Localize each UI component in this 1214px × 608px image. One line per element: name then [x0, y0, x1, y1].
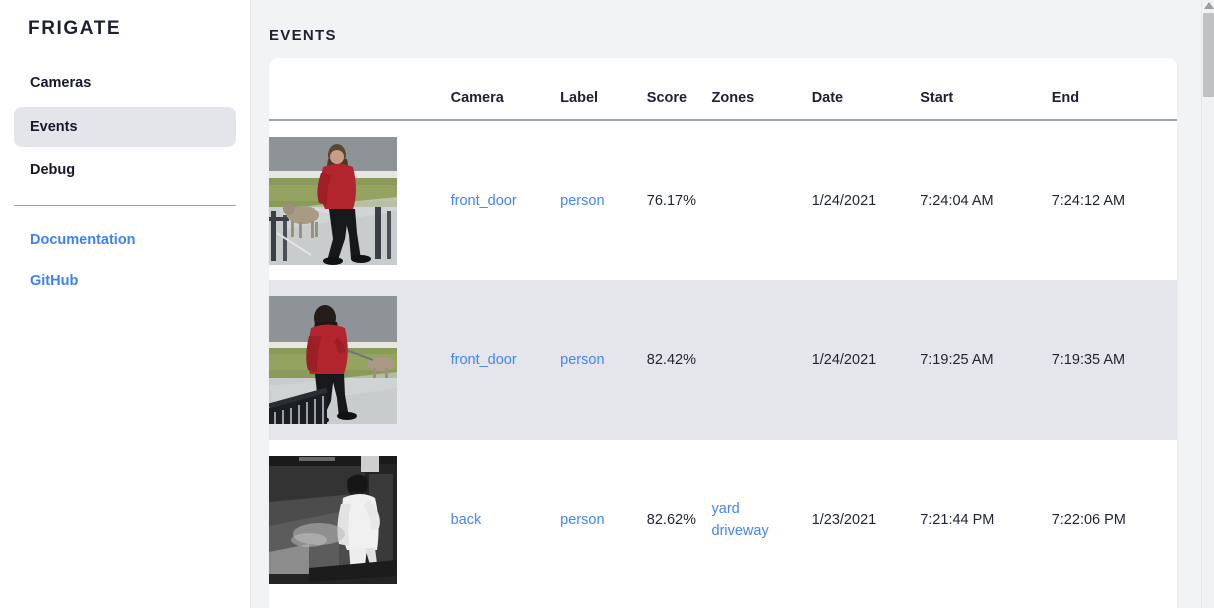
- event-end: 7:24:12 AM: [1051, 192, 1126, 209]
- event-start: 7:24:04 AM: [920, 192, 994, 209]
- event-camera-link[interactable]: front_door: [450, 192, 517, 209]
- page-title: EVENTS: [269, 27, 337, 45]
- sidebar-item-debug[interactable]: Debug: [30, 162, 76, 179]
- event-thumbnail-cell[interactable]: [269, 280, 451, 441]
- event-date: 1/23/2021: [811, 512, 877, 529]
- event-camera-cell: front_door: [451, 120, 561, 280]
- event-camera-cell: front_door: [450, 280, 561, 441]
- event-label-link[interactable]: person: [560, 512, 605, 529]
- table-header-row: Camera Label Score Zones Date Start End: [269, 58, 1177, 122]
- event-zones-cell: [712, 120, 812, 280]
- column-header-zones: Zones: [711, 58, 812, 122]
- event-label-cell: person: [560, 280, 647, 441]
- column-header-start: Start: [920, 58, 1052, 122]
- column-header-score: Score: [646, 58, 712, 122]
- column-header-thumbnail: [269, 58, 451, 122]
- event-date: 1/24/2021: [811, 192, 877, 209]
- scroll-up-arrow-icon[interactable]: [1204, 2, 1214, 9]
- event-thumbnail-image[interactable]: [269, 296, 397, 425]
- event-label-link[interactable]: person: [560, 352, 605, 369]
- main-content: EVENTS Camera Label Score Zones Date Sta…: [251, 0, 1214, 608]
- page-scrollbar[interactable]: [1201, 0, 1214, 608]
- event-label-cell: person: [560, 120, 647, 280]
- column-header-date: Date: [811, 58, 921, 122]
- events-card: Camera Label Score Zones Date Start End: [269, 58, 1177, 608]
- events-table-body: front_door person 76.17% 1/24/2021 7:24:…: [269, 120, 1177, 600]
- event-start: 7:21:44 PM: [920, 512, 995, 529]
- sidebar-item-cameras[interactable]: Cameras: [30, 74, 92, 91]
- event-camera-link[interactable]: front_door: [450, 352, 517, 369]
- sidebar-link-documentation[interactable]: Documentation: [30, 232, 136, 249]
- event-zone-link[interactable]: driveway: [711, 523, 769, 540]
- sidebar-nav: Cameras Events Debug: [0, 63, 250, 192]
- event-zones-cell: [711, 280, 812, 441]
- app-logo-title: FRIGATE: [28, 18, 122, 39]
- column-header-label: Label: [560, 58, 647, 122]
- event-end: 7:19:35 AM: [1051, 280, 1177, 441]
- column-header-camera: Camera: [450, 58, 561, 122]
- sidebar-link-github[interactable]: GitHub: [30, 273, 79, 290]
- sidebar-divider: [14, 205, 236, 207]
- event-camera-cell: back: [451, 440, 561, 600]
- event-score: 82.42%: [646, 280, 712, 441]
- event-thumbnail-cell[interactable]: [269, 440, 451, 600]
- event-start: 7:19:25 AM: [920, 280, 1052, 441]
- event-thumbnail-cell[interactable]: [269, 120, 451, 280]
- event-label-link[interactable]: person: [560, 192, 605, 209]
- table-row[interactable]: front_door person 76.17% 1/24/2021 7:24:…: [269, 120, 1177, 280]
- event-camera-link[interactable]: back: [450, 512, 482, 529]
- event-score: 82.62%: [646, 512, 696, 529]
- event-zone-link[interactable]: yard: [711, 500, 740, 517]
- event-zones-cell: yard driveway: [712, 440, 812, 600]
- table-row[interactable]: front_door person 82.42% 1/24/2021 7:19:…: [269, 280, 1177, 441]
- sidebar-external-links: Documentation GitHub: [0, 220, 250, 302]
- event-date: 1/24/2021: [811, 280, 921, 441]
- sidebar-item-events[interactable]: Events: [14, 106, 236, 148]
- events-table-head: Camera Label Score Zones Date Start End: [269, 58, 1177, 122]
- scrollbar-thumb[interactable]: [1203, 13, 1214, 97]
- event-score: 76.17%: [646, 192, 696, 209]
- event-end: 7:22:06 PM: [1051, 512, 1126, 529]
- event-label-cell: person: [560, 440, 647, 600]
- event-thumbnail-image[interactable]: [269, 136, 397, 265]
- event-thumbnail-image[interactable]: [269, 456, 397, 585]
- sidebar: FRIGATE Cameras Events Debug Documentati…: [0, 0, 251, 608]
- table-row[interactable]: back person 82.62% yard driveway 1/23/20…: [269, 440, 1177, 600]
- events-table: Camera Label Score Zones Date Start End: [269, 58, 1177, 600]
- column-header-end: End: [1051, 58, 1177, 122]
